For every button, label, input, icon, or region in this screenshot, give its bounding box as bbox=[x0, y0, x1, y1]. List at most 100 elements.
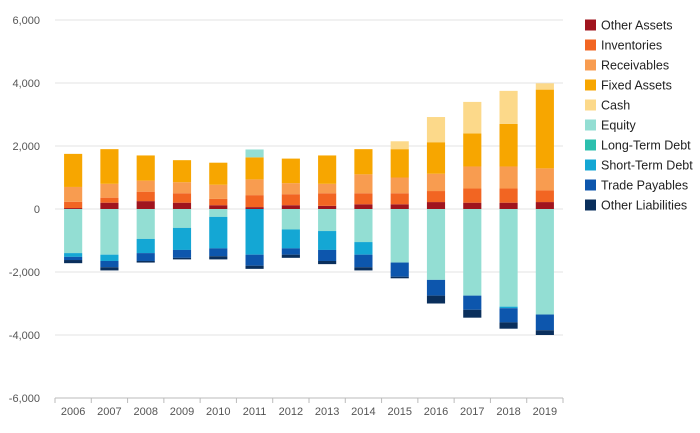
bar-segment bbox=[535, 209, 554, 315]
x-tick-label: 2014 bbox=[351, 406, 375, 418]
legend-item[interactable]: Trade Payables bbox=[585, 179, 688, 193]
legend-swatch bbox=[585, 159, 596, 171]
x-tick-label: 2015 bbox=[387, 406, 411, 418]
bar-segment bbox=[281, 194, 300, 206]
bar-segment bbox=[136, 238, 155, 254]
legend-item[interactable]: Equity bbox=[585, 119, 636, 133]
bar-segment bbox=[136, 191, 155, 202]
legend-label: Fixed Assets bbox=[601, 79, 672, 93]
bar-segment bbox=[463, 309, 482, 318]
bar-segment bbox=[535, 89, 554, 169]
bar-segment bbox=[100, 183, 119, 198]
gridlines bbox=[55, 19, 563, 399]
bar-segment bbox=[463, 133, 482, 167]
bar-segment bbox=[318, 193, 337, 206]
bar-segment bbox=[463, 295, 482, 310]
bar-segment bbox=[426, 142, 446, 174]
bar-segment bbox=[318, 231, 337, 250]
bar-segment bbox=[426, 202, 446, 209]
bars bbox=[64, 83, 554, 335]
bar-segment bbox=[499, 209, 518, 307]
x-tick-label: 2019 bbox=[533, 406, 557, 418]
bar-segment bbox=[64, 153, 83, 187]
bar-segment bbox=[172, 209, 192, 228]
x-tick-label: 2011 bbox=[243, 406, 267, 418]
x-tick-label: 2012 bbox=[279, 406, 303, 418]
bar-segment bbox=[64, 201, 83, 209]
bar-segment bbox=[100, 149, 119, 184]
bar-segment bbox=[209, 209, 228, 217]
bar-segment bbox=[64, 208, 83, 209]
bar-segment bbox=[245, 195, 264, 208]
legend-label: Receivables bbox=[601, 59, 669, 73]
bar-segment bbox=[318, 155, 337, 184]
bar-segment bbox=[245, 265, 264, 269]
bar-segment bbox=[209, 256, 228, 260]
legend-swatch bbox=[585, 39, 596, 51]
y-tick-label: 0 bbox=[34, 204, 40, 216]
bar-segment bbox=[499, 90, 518, 124]
legend-swatch bbox=[585, 99, 596, 111]
legend-item[interactable]: Receivables bbox=[585, 59, 669, 73]
bar-segment bbox=[426, 191, 446, 203]
x-tick-label: 2009 bbox=[170, 406, 194, 418]
x-tick-label: 2006 bbox=[61, 406, 85, 418]
bar-segment bbox=[136, 209, 155, 239]
bar-segment bbox=[172, 182, 192, 194]
bar-segment bbox=[390, 276, 409, 279]
bar-segment bbox=[390, 193, 409, 205]
bar-segment bbox=[281, 248, 300, 255]
bar-segment bbox=[535, 330, 554, 335]
legend-swatch bbox=[585, 199, 596, 211]
y-tick-label: -2,000 bbox=[9, 267, 40, 279]
bar-segment bbox=[354, 242, 373, 255]
bar-segment bbox=[172, 202, 192, 209]
bar-segment bbox=[499, 308, 518, 323]
bar-segment bbox=[390, 149, 409, 178]
bar-segment bbox=[281, 254, 300, 258]
legend-item[interactable]: Long-Term Debt bbox=[585, 139, 691, 153]
bar-segment bbox=[245, 209, 264, 255]
bar-segment bbox=[354, 209, 373, 243]
bar-segment bbox=[354, 267, 373, 271]
bar-segment bbox=[281, 158, 300, 184]
legend-item[interactable]: Other Assets bbox=[585, 19, 673, 33]
x-tick-label: 2010 bbox=[206, 406, 230, 418]
bar-segment bbox=[172, 193, 192, 203]
legend-item[interactable]: Inventories bbox=[585, 39, 662, 53]
bar-segment bbox=[426, 295, 446, 304]
bar-segment bbox=[64, 256, 83, 261]
bar-segment bbox=[463, 166, 482, 189]
bar-segment bbox=[245, 207, 264, 209]
legend-item[interactable]: Fixed Assets bbox=[585, 79, 672, 93]
bar-segment bbox=[499, 123, 518, 167]
x-tick-label: 2008 bbox=[133, 406, 157, 418]
x-tick-label: 2018 bbox=[496, 406, 520, 418]
bar-segment bbox=[281, 183, 300, 195]
bar-segment bbox=[209, 162, 228, 185]
bar-segment bbox=[535, 314, 554, 331]
legend-label: Long-Term Debt bbox=[601, 139, 691, 153]
bar-segment bbox=[172, 249, 192, 258]
bar-segment bbox=[318, 205, 337, 209]
legend-swatch bbox=[585, 179, 596, 191]
bar-segment bbox=[354, 174, 373, 194]
legend-label: Equity bbox=[601, 119, 636, 133]
legend-item[interactable]: Short-Term Debt bbox=[585, 159, 693, 173]
bar-segment bbox=[209, 216, 228, 249]
bar-segment bbox=[354, 254, 373, 268]
bar-segment bbox=[354, 193, 373, 205]
y-tick-label: 2,000 bbox=[12, 141, 40, 153]
bar-segment bbox=[136, 180, 155, 192]
bar-segment bbox=[100, 202, 119, 209]
bar-segment bbox=[318, 209, 337, 232]
legend-label: Inventories bbox=[601, 39, 662, 53]
legend-item[interactable]: Cash bbox=[585, 99, 630, 113]
x-axis bbox=[54, 397, 564, 403]
bar-segment bbox=[318, 260, 337, 265]
y-axis: -6,000 -4,000 -2,000 0 2,000 4,000 6,000 bbox=[9, 15, 40, 405]
legend-item[interactable]: Other Liabilities bbox=[585, 199, 687, 213]
bar-segment bbox=[209, 184, 228, 199]
legend-label: Cash bbox=[601, 99, 630, 113]
